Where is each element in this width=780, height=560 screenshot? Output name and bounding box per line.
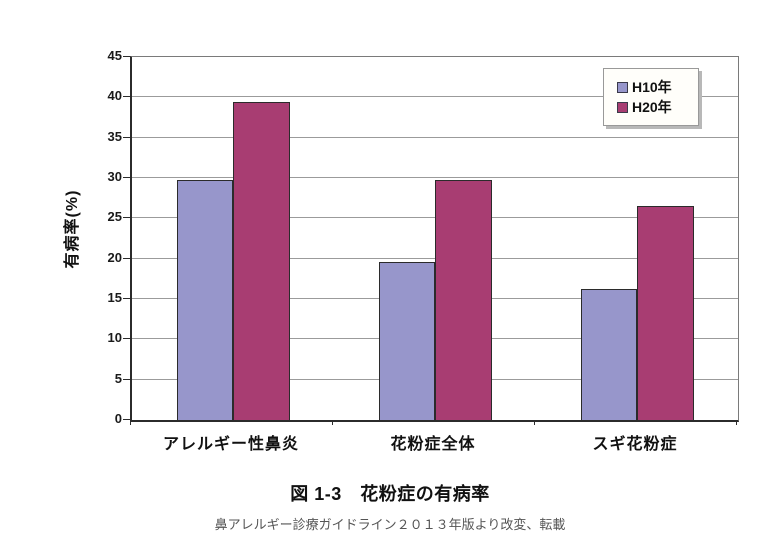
y-tick-mark [123, 56, 130, 57]
y-tick-label-0: 0 [114, 411, 122, 426]
y-tick-mark [123, 419, 130, 420]
legend-swatch-icon [617, 101, 628, 113]
y-tick-mark [123, 338, 130, 340]
y-axis-title: 有病率(%) [64, 189, 81, 269]
legend-entry-H10年: H10年 [617, 77, 698, 97]
y-tick-label-5: 5 [114, 370, 122, 386]
figure-caption: 図 1-3 花粉症の有病率 [290, 484, 490, 504]
y-tick-label-20: 20 [107, 249, 122, 265]
y-tick-mark [123, 96, 130, 98]
y-tick-mark [123, 217, 130, 219]
legend-label: H10年 [632, 79, 672, 95]
bar-H10年-アレルギー性鼻炎 [176, 179, 233, 420]
figure-source: 鼻アレルギー診療ガイドライン２０１３年版より改変、転載 [214, 517, 566, 532]
x-category-label-3: スギ花粉症 [592, 436, 678, 453]
y-tick-mark [123, 136, 130, 138]
legend-label: H20年 [632, 99, 672, 115]
y-tick-mark [123, 177, 130, 178]
x-tick-mark [534, 420, 535, 425]
legend-entry-H20年: H20年 [617, 97, 698, 117]
gridline-35 [132, 136, 738, 138]
y-tick-mark [123, 298, 130, 299]
legend: H10年 H20年 [603, 68, 699, 126]
bar-H10年-スギ花粉症 [580, 289, 637, 420]
y-tick-label-35: 35 [107, 128, 122, 144]
y-tick-label-40: 40 [107, 88, 122, 104]
y-tick-label-10: 10 [107, 330, 122, 346]
y-tick-mark [123, 378, 130, 380]
x-tick-mark [332, 420, 333, 425]
bar-H20年-花粉症全体 [435, 179, 492, 420]
y-tick-label-15: 15 [107, 290, 122, 305]
y-tick-mark [123, 257, 130, 259]
x-tick-mark [130, 420, 131, 425]
y-tick-label-45: 45 [107, 48, 122, 63]
gridline-40 [132, 96, 738, 98]
y-tick-label-30: 30 [107, 169, 122, 184]
x-tick-mark [736, 420, 737, 425]
y-tick-label-25: 25 [107, 209, 122, 225]
bar-H20年-スギ花粉症 [637, 206, 694, 420]
legend-swatch-icon [617, 81, 628, 93]
gridline-30 [132, 177, 738, 178]
bar-H20年-アレルギー性鼻炎 [233, 102, 290, 420]
x-category-label-1: アレルギー性鼻炎 [162, 436, 299, 453]
x-category-label-2: 花粉症全体 [390, 436, 476, 453]
bar-H10年-花粉症全体 [378, 261, 435, 420]
